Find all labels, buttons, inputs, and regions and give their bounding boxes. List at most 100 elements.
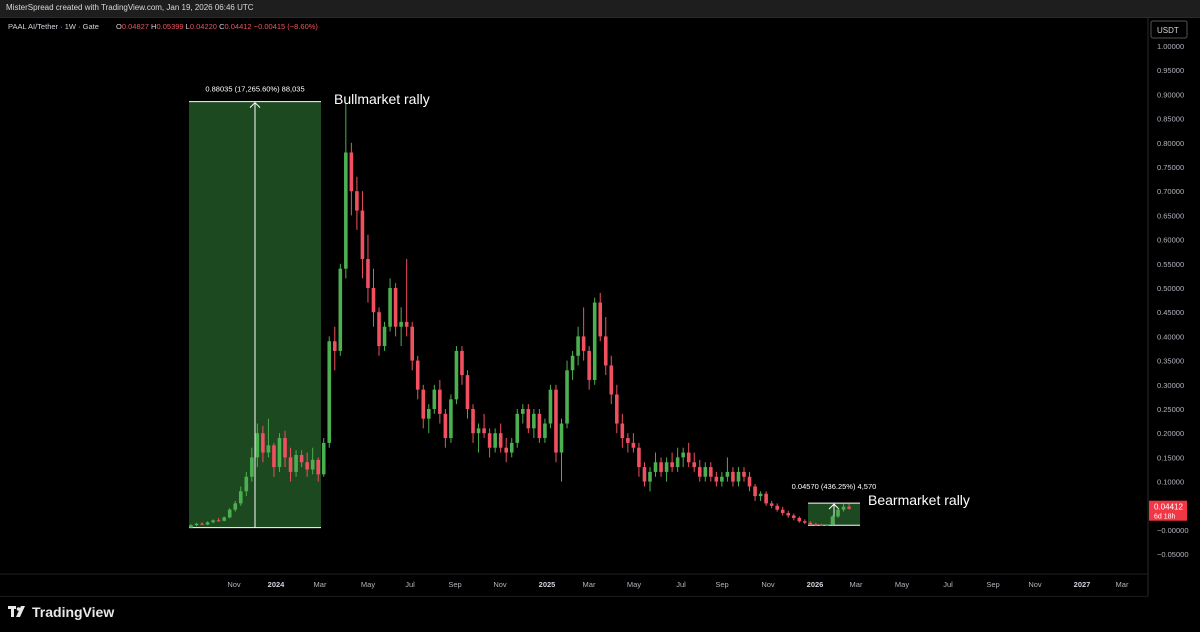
time-tick-label: Sep — [986, 580, 999, 589]
candles — [189, 104, 851, 529]
candle — [294, 450, 298, 477]
candle — [498, 423, 503, 453]
candle — [736, 467, 741, 487]
time-tick-label: 2026 — [807, 580, 824, 589]
candle — [670, 452, 674, 472]
candle — [830, 515, 835, 526]
candle — [598, 292, 603, 342]
time-tick-label: May — [627, 580, 641, 589]
candle — [720, 471, 724, 487]
time-axis[interactable]: Nov 2024 Mar May Jul Sep Nov 2025 Mar May Jul Sep No… — [0, 573, 1148, 589]
price-tick-label: 0.90000 — [1157, 90, 1184, 99]
time-tick-label: Sep — [448, 580, 461, 589]
candle — [581, 307, 586, 361]
bull-rally-label: Bullmarket rally — [334, 91, 430, 107]
time-tick-label: Jul — [943, 580, 953, 589]
candle — [626, 433, 630, 453]
candle — [509, 438, 514, 458]
legend-ohlc-value: 0.04827 — [122, 22, 149, 31]
currency-button[interactable] — [1150, 20, 1188, 39]
bull-rally-measure[interactable]: 0.88035 (17,265.60%) 88,035 — [189, 85, 321, 529]
time-tick-label: Mar — [1116, 580, 1129, 589]
time-tick-label: 2025 — [539, 580, 556, 589]
candle — [487, 428, 492, 458]
candle — [283, 430, 287, 468]
candle — [775, 503, 779, 512]
candle — [786, 510, 791, 518]
candle — [742, 467, 746, 482]
candle — [764, 491, 768, 506]
candle — [255, 423, 260, 468]
candle — [847, 503, 851, 510]
time-tick-label: Mar — [583, 580, 596, 589]
candle — [603, 317, 608, 376]
price-tick-label: 0.60000 — [1157, 236, 1184, 245]
annotations: Bullmarket rally Bearmarket rally — [334, 91, 970, 508]
candle — [532, 409, 536, 439]
price-axis[interactable]: USDT 1.00000 0.95000 0.90000 0.85000 0.80000… — [1147, 18, 1189, 596]
candle — [576, 326, 580, 366]
candle — [476, 423, 481, 453]
bear-rally-measure[interactable]: 0.04570 (436.25%) 4,570 — [792, 482, 877, 526]
candle — [388, 278, 392, 332]
legend-ohlc-label: H — [149, 22, 157, 31]
price-tick-label: 0.80000 — [1157, 139, 1184, 148]
candle — [321, 438, 326, 477]
candle — [238, 486, 243, 506]
price-tick-label: 1.00000 — [1157, 42, 1184, 51]
price-tick-label: 0.30000 — [1157, 381, 1184, 390]
candle — [587, 346, 591, 390]
candle — [592, 297, 597, 385]
candle — [620, 413, 625, 448]
candle — [305, 452, 309, 477]
candle — [521, 404, 525, 424]
price-tick-label: 0.70000 — [1157, 187, 1184, 196]
candle — [780, 506, 785, 516]
time-tick-label: 2027 — [1074, 580, 1091, 589]
price-chart[interactable]: PAAL AI/Tether · 1W · Gate O0.04827 H0.0… — [0, 18, 1200, 596]
candle — [250, 447, 254, 482]
candle — [537, 409, 542, 443]
price-tick-label: 0.40000 — [1157, 332, 1184, 341]
chart-pane[interactable] — [0, 18, 1148, 573]
candle — [631, 433, 636, 453]
bear-rally-label: Bearmarket rally — [868, 492, 970, 508]
legend-ohlc-value: 0.05399 — [156, 22, 183, 31]
candle — [344, 104, 348, 279]
time-tick-label: Jul — [676, 580, 686, 589]
candle — [393, 283, 398, 337]
candle — [266, 418, 271, 458]
legend-symbol: PAAL AI/Tether · 1W · Gate — [8, 22, 99, 31]
price-tick-label: 0.35000 — [1157, 357, 1184, 366]
candle — [515, 409, 520, 448]
candle — [808, 521, 813, 526]
candle — [609, 355, 614, 405]
candle — [819, 523, 824, 527]
candle — [642, 462, 647, 487]
bar-countdown: 6d 18h — [1154, 514, 1176, 521]
candle — [200, 522, 204, 526]
candle — [543, 418, 547, 443]
candle — [664, 457, 669, 482]
current-price-value: 0.04412 — [1154, 503, 1183, 512]
candle — [697, 459, 702, 482]
candle — [637, 442, 641, 477]
candle — [659, 457, 663, 477]
candle — [438, 379, 442, 424]
time-tick-label: Nov — [761, 580, 775, 589]
candle — [432, 384, 437, 414]
time-tick-label: Sep — [715, 580, 728, 589]
candle — [404, 258, 409, 337]
time-tick-label: May — [895, 580, 909, 589]
header-text: MisterSpread created with TradingView.co… — [6, 3, 254, 12]
legend-ohlc-value: 0.04220 — [190, 22, 217, 31]
header-bar: MisterSpread created with TradingView.co… — [0, 0, 1200, 18]
candle — [565, 360, 569, 429]
candle — [559, 418, 564, 482]
candle — [814, 522, 818, 526]
symbol-legend: PAAL AI/Tether · 1W · Gate O0.04827 H0.0… — [8, 22, 318, 31]
tradingview-logo[interactable]: TradingView — [8, 604, 114, 620]
candle — [709, 462, 713, 482]
candle — [725, 457, 730, 482]
legend-change: −0.00415 (−8.60%) — [252, 22, 319, 31]
